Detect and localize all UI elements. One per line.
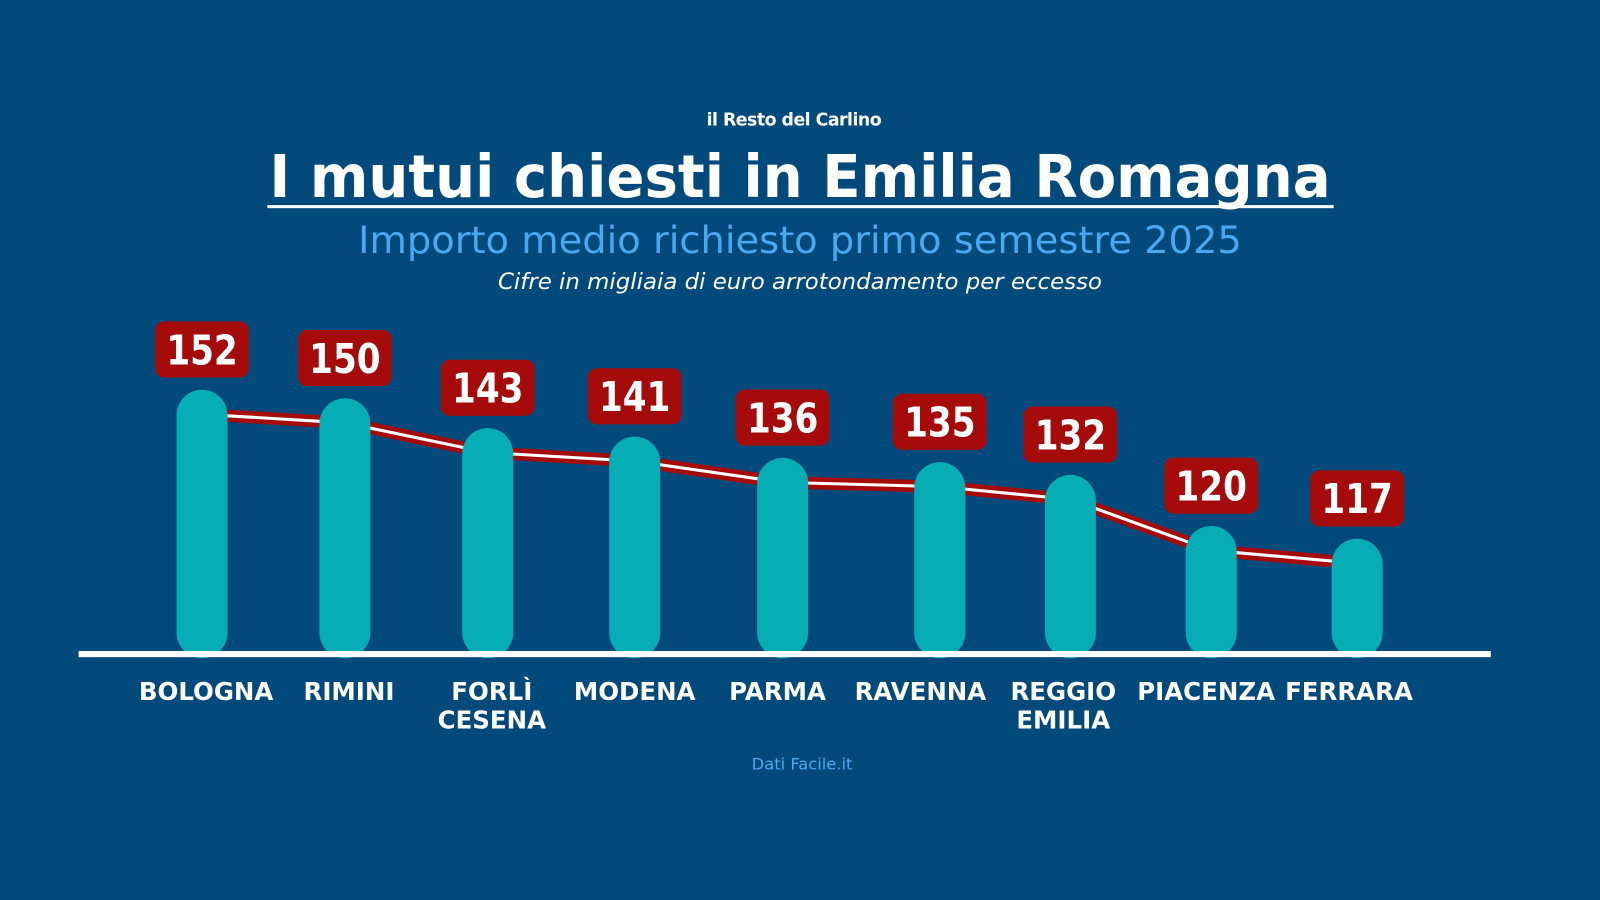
data-label-box <box>735 389 830 446</box>
bar-parma <box>757 457 809 659</box>
data-label: 143 <box>452 365 523 413</box>
category-label-line: RIMINI <box>303 677 394 706</box>
category-label-line: FERRARA <box>1285 677 1413 706</box>
category-label-line: PARMA <box>729 677 826 706</box>
data-label-box <box>587 368 682 425</box>
category-label: RAVENNA <box>855 677 987 706</box>
bar-forlì-cesena <box>462 428 514 659</box>
category-label: BOLOGNA <box>139 677 274 706</box>
chart-note: Cifre in migliaia di euro arrotondamento… <box>498 269 1102 295</box>
category-label-line: REGGIO <box>1010 677 1116 706</box>
category-label: MODENA <box>574 677 696 706</box>
chart-title: I mutui chiesti in Emilia Romagna <box>269 142 1330 211</box>
bar-piacenza <box>1185 525 1237 659</box>
source-note: Dati Facile.it <box>752 754 853 773</box>
category-label-line: MODENA <box>574 677 696 706</box>
data-label: 152 <box>166 326 237 374</box>
bar-bologna <box>176 389 228 659</box>
category-label-line: FORLÌ <box>451 677 532 706</box>
category-label-line: EMILIA <box>1016 706 1110 735</box>
bar-modena <box>609 436 661 659</box>
chart-subtitle: Importo medio richiesto primo semestre 2… <box>358 218 1242 262</box>
category-label: PARMA <box>729 677 826 706</box>
bar-reggio-emilia <box>1044 474 1096 659</box>
data-label: 132 <box>1035 411 1106 459</box>
bar-ravenna <box>914 462 966 659</box>
data-label-box <box>297 329 392 387</box>
data-label: 120 <box>1176 462 1247 510</box>
data-label-box <box>440 359 535 416</box>
brand-logo: il Resto del Carlino <box>707 111 882 131</box>
bar-ferrara <box>1331 538 1383 659</box>
title-underline <box>267 205 1334 209</box>
data-label-box <box>1023 406 1118 463</box>
x-axis-baseline <box>78 651 1491 658</box>
category-label: FERRARA <box>1285 677 1413 706</box>
data-label: 141 <box>599 373 670 421</box>
bar-rimini <box>319 398 371 659</box>
category-label-line: PIACENZA <box>1137 677 1275 706</box>
data-label-box <box>1310 470 1405 527</box>
data-label-box <box>892 393 987 450</box>
category-label: REGGIO EMILIA <box>1010 677 1116 735</box>
data-label-box <box>155 321 249 378</box>
category-label-line: BOLOGNA <box>139 677 274 706</box>
data-label: 135 <box>904 399 975 447</box>
category-label: PIACENZA <box>1137 677 1275 706</box>
category-label: FORLÌ CESENA <box>438 677 546 735</box>
data-label: 150 <box>309 335 380 383</box>
data-label: 117 <box>1321 475 1392 523</box>
category-label-line: RAVENNA <box>855 677 987 706</box>
data-label-box <box>1164 457 1259 514</box>
category-label-line: CESENA <box>438 706 546 735</box>
category-label: RIMINI <box>303 677 394 706</box>
data-label: 136 <box>747 394 818 442</box>
